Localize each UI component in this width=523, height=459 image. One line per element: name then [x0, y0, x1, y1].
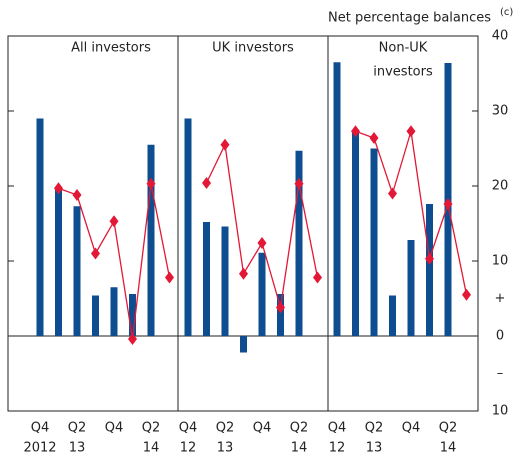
panel-title: All investors	[71, 41, 151, 56]
bar	[240, 336, 247, 353]
diamond-marker	[239, 267, 248, 280]
y-tick-label: 40	[492, 29, 509, 44]
y-axis-label: Net percentage balances	[328, 11, 491, 26]
bar	[277, 294, 284, 336]
bar	[221, 226, 229, 336]
y-tick-label: 10	[492, 254, 509, 269]
bar	[203, 222, 210, 336]
bar	[333, 62, 341, 336]
x-year-label: 13	[366, 441, 383, 456]
bar	[184, 118, 192, 336]
panel-title: UK investors	[212, 41, 294, 56]
diamond-marker	[257, 237, 267, 249]
diamond-marker	[165, 271, 174, 284]
x-year-label: 12	[180, 441, 197, 456]
diamond-marker	[91, 247, 100, 260]
x-tick-label: Q4	[328, 421, 347, 436]
diamond-marker	[128, 333, 137, 345]
x-tick-label: Q2	[439, 421, 458, 436]
bar	[295, 150, 303, 336]
diamond-marker	[388, 187, 397, 200]
diamond-marker	[146, 177, 156, 190]
bar	[352, 131, 359, 336]
diamond-marker	[406, 125, 416, 138]
diamond-marker	[72, 189, 82, 201]
bar	[36, 118, 44, 336]
plot-frame	[7, 35, 479, 412]
diamond-marker	[313, 271, 322, 284]
diamond-marker	[220, 138, 230, 151]
diamond-marker	[351, 125, 360, 138]
diamond-marker	[202, 177, 211, 189]
diamond-marker	[443, 198, 453, 210]
y-tick-label: 10	[492, 404, 509, 419]
panel-title: Non-UK	[379, 41, 428, 56]
x-tick-label: Q2	[68, 421, 87, 436]
bar	[426, 204, 433, 336]
bar	[370, 148, 378, 336]
diamond-marker	[462, 288, 471, 301]
diamond-marker	[369, 132, 379, 144]
x-tick-label: Q4	[253, 421, 272, 436]
bar	[147, 144, 155, 336]
x-year-label: 13	[69, 441, 86, 456]
x-year-label: 13	[217, 441, 234, 456]
x-tick-label: Q4	[402, 421, 421, 436]
x-tick-label: Q4	[179, 421, 198, 436]
x-tick-label: Q2	[290, 421, 309, 436]
panel-title: investors	[373, 65, 433, 80]
x-tick-label: Q2	[216, 421, 235, 436]
y-tick-label: 30	[492, 104, 509, 119]
x-year-label: 14	[291, 441, 308, 456]
diamond-marker	[425, 252, 434, 265]
bar	[55, 189, 62, 336]
x-year-label: 2012	[23, 441, 56, 456]
x-year-label: 12	[329, 441, 346, 456]
diamond-marker	[294, 177, 304, 190]
diamond-marker	[276, 301, 285, 314]
bar	[73, 206, 81, 336]
bar	[110, 287, 118, 336]
y-tick-label: 0	[496, 329, 504, 344]
bar	[129, 294, 136, 336]
bar	[92, 295, 99, 336]
diamond-marker	[109, 215, 119, 228]
bar	[407, 240, 415, 336]
sign-label: +	[495, 291, 506, 306]
x-tick-label: Q2	[365, 421, 384, 436]
x-year-label: 14	[143, 441, 160, 456]
x-tick-label: Q2	[142, 421, 161, 436]
y-axis-label-note: (c)	[500, 7, 513, 18]
sign-label: –	[497, 366, 504, 381]
x-tick-label: Q4	[31, 421, 50, 436]
bar	[389, 295, 396, 336]
diamond-marker	[54, 182, 63, 195]
y-tick-label: 20	[492, 179, 509, 194]
x-tick-label: Q4	[105, 421, 124, 436]
x-year-label: 14	[440, 441, 457, 456]
bar	[258, 252, 266, 336]
